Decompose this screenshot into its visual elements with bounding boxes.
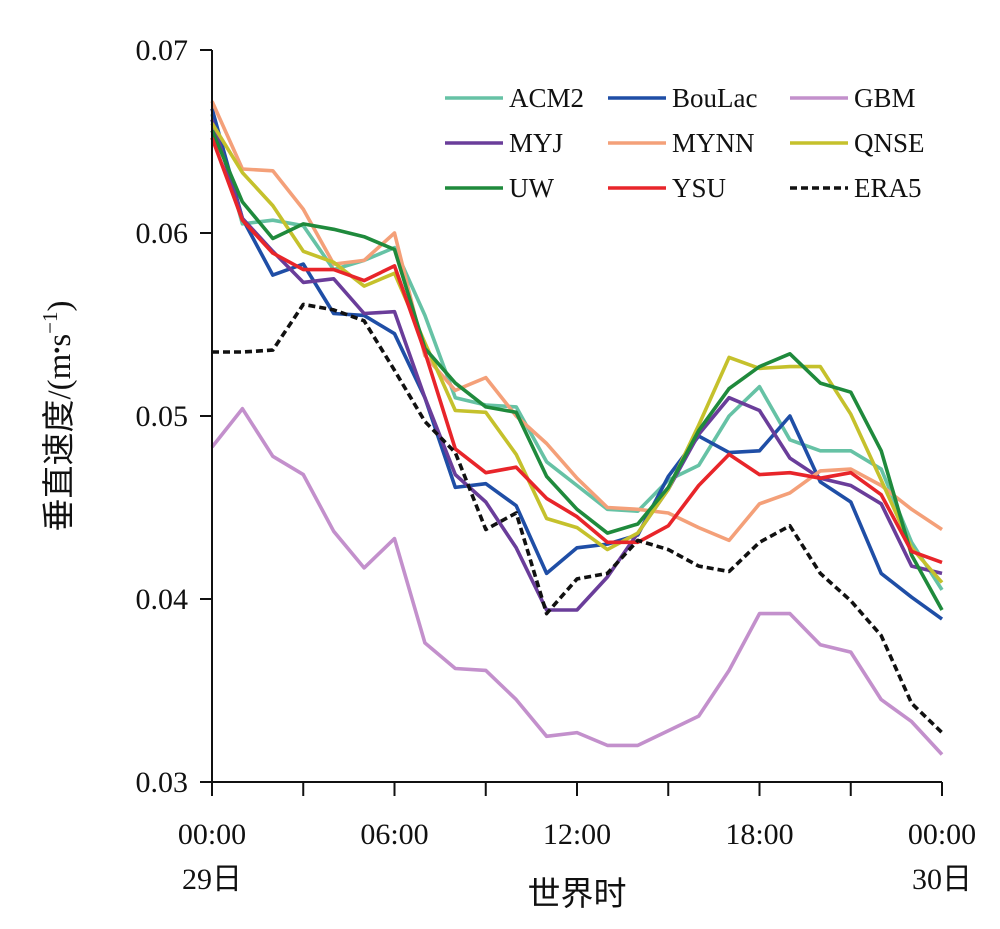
y-axis-title-unit: s <box>42 334 78 347</box>
legend-label: MYNN <box>672 128 755 158</box>
legend-label: GBM <box>854 83 916 113</box>
series-line-boulac <box>210 108 944 621</box>
x-tick-label: 18:00 <box>725 818 793 851</box>
legend-label: YSU <box>672 173 726 203</box>
x-tick-label: 00:00 <box>178 818 246 851</box>
legend-label: MYJ <box>509 128 563 158</box>
series-lines <box>210 100 944 756</box>
x-tick-date-label: 30日 <box>912 863 972 896</box>
y-axis-title-exponent: −1 <box>38 311 62 333</box>
x-tick-label: 06:00 <box>360 818 428 851</box>
series-line-qnse <box>210 122 944 584</box>
y-axis-title-close: ) <box>42 300 78 311</box>
x-tick-label: 00:00 <box>908 818 976 851</box>
y-tick-label: 0.05 <box>136 400 189 433</box>
legend-label: ERA5 <box>854 173 922 203</box>
y-tick-label: 0.04 <box>136 583 189 616</box>
y-axis-title-dot: • <box>47 347 69 354</box>
y-axis-title-main: 垂直速度/(m <box>41 353 78 531</box>
series-line-gbm <box>210 406 944 756</box>
legend-label: BouLac <box>672 83 757 113</box>
series-line-ysu <box>210 137 943 565</box>
legend: ACM2 BouLac GBM MYJ MYNN QNSE UW YSU ERA5 <box>445 83 925 203</box>
legend-label: UW <box>509 173 554 203</box>
y-tick-label: 0.07 <box>136 34 189 67</box>
axes: 0.03 0.04 0.05 0.06 0.07 00:00 29日 06:00 12:00 18… <box>136 34 977 896</box>
x-axis-title: 世界时 <box>528 877 627 913</box>
series-line-myj <box>210 118 943 612</box>
legend-label: QNSE <box>854 128 925 158</box>
y-tick-label: 0.03 <box>136 766 189 799</box>
y-tick-label: 0.06 <box>136 217 189 250</box>
x-tick-label: 12:00 <box>543 818 611 851</box>
x-tick-date-label: 29日 <box>182 863 242 896</box>
legend-label: ACM2 <box>509 83 584 113</box>
series-line-uw <box>210 129 944 611</box>
y-axis-title: 垂直速度/(m•s−1) <box>38 300 78 531</box>
series-line-era5 <box>212 302 944 734</box>
